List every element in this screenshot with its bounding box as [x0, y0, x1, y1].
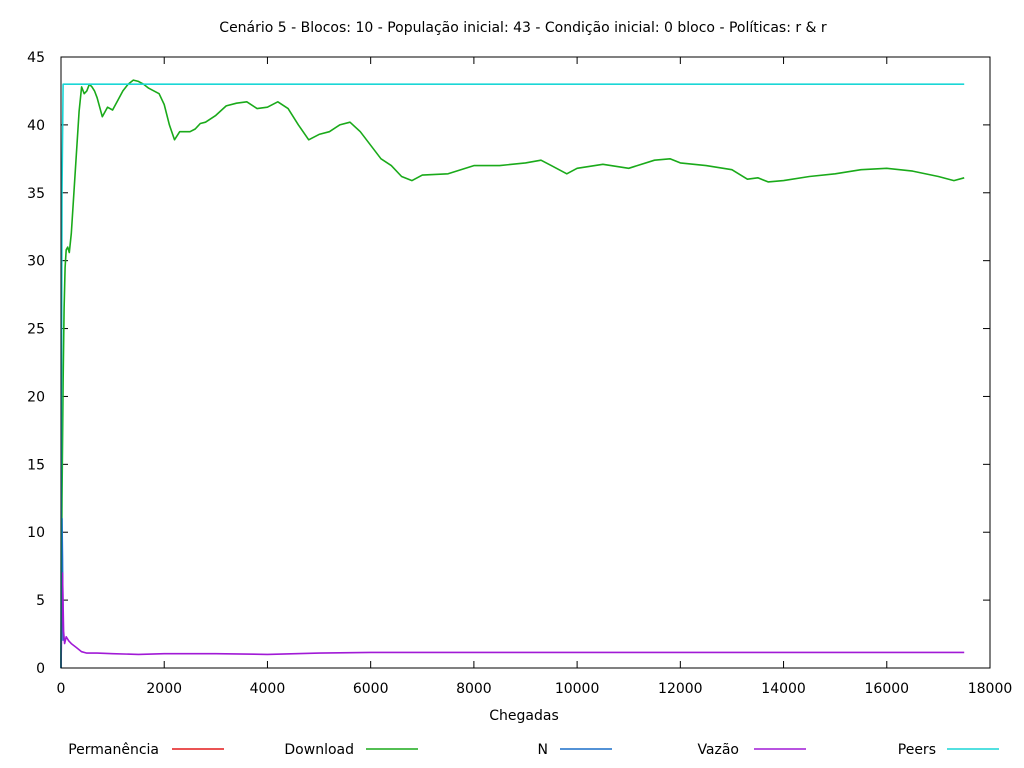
x-tick-label: 18000	[968, 681, 1013, 697]
y-tick-label: 35	[27, 186, 45, 202]
y-tick-label: 40	[27, 118, 45, 134]
y-tick-label: 20	[27, 389, 45, 405]
x-tick-label: 0	[57, 681, 66, 697]
legend-label-n: N	[538, 742, 548, 758]
legend-label-download: Download	[284, 742, 354, 758]
x-tick-label: 14000	[761, 681, 806, 697]
x-tick-label: 2000	[146, 681, 182, 697]
y-tick-label: 45	[27, 50, 45, 66]
legend-label-permanencia: Permanência	[68, 742, 159, 758]
x-tick-label: 16000	[865, 681, 910, 697]
y-tick-label: 0	[36, 661, 45, 677]
x-tick-label: 6000	[353, 681, 389, 697]
x-tick-label: 8000	[456, 681, 492, 697]
x-tick-label: 12000	[658, 681, 703, 697]
x-tick-label: 4000	[250, 681, 286, 697]
y-tick-label: 15	[27, 457, 45, 473]
y-tick-label: 5	[36, 593, 45, 609]
legend-label-vazao: Vazão	[697, 742, 739, 758]
legend-label-peers: Peers	[898, 742, 936, 758]
x-axis-label: Chegadas	[489, 708, 559, 724]
legend: Permanência Download N Vazão Peers	[68, 742, 999, 758]
series-line-download	[60, 79, 965, 669]
y-tick-label: 10	[27, 525, 45, 541]
chart-title: Cenário 5 - Blocos: 10 - População inici…	[219, 20, 827, 36]
series-line-vazao	[60, 572, 965, 669]
series-line-peers	[60, 83, 965, 669]
plot-frame	[60, 56, 991, 669]
y-tick-label: 30	[27, 254, 45, 270]
x-tick-label: 10000	[555, 681, 600, 697]
y-tick-label: 25	[27, 322, 45, 338]
